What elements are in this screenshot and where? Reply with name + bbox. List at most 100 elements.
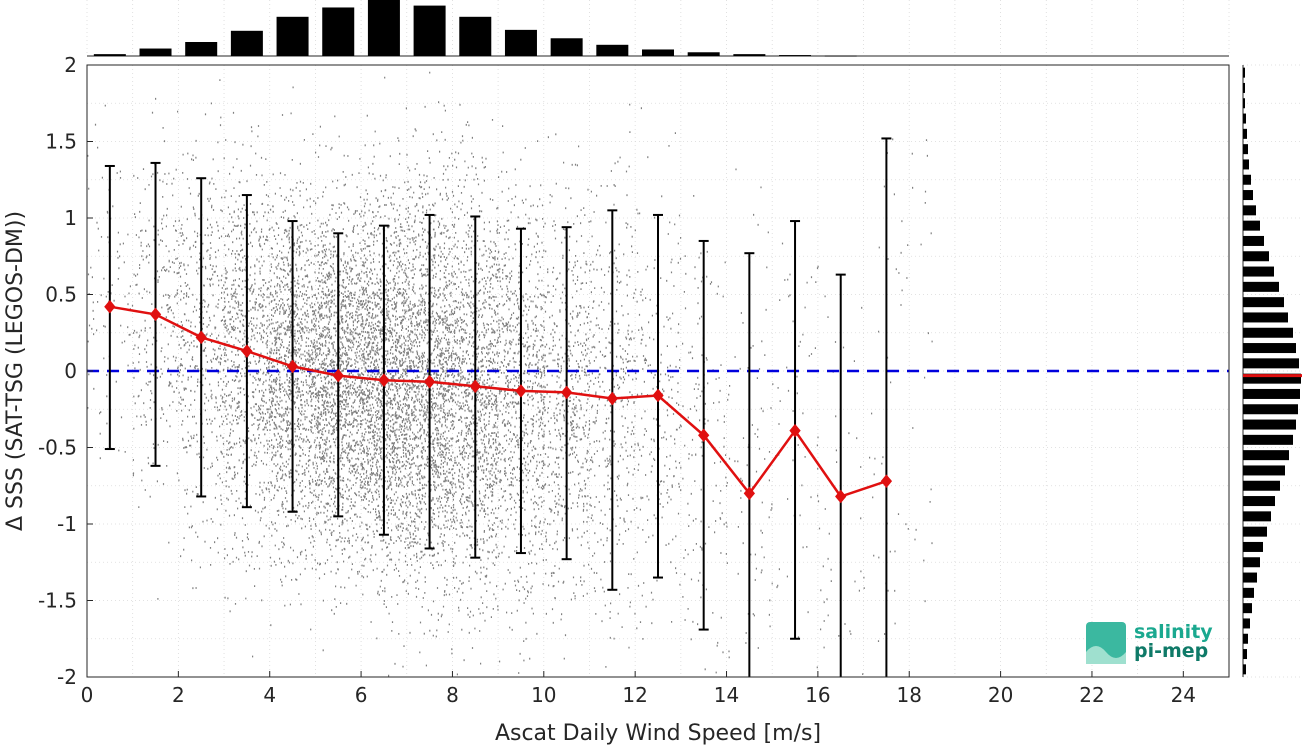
right-hist-bar	[1243, 465, 1285, 476]
right-hist-bar	[1243, 603, 1252, 614]
right-hist-bar	[1243, 496, 1275, 507]
y-tick-label: -2	[57, 665, 77, 689]
mean-marker	[104, 299, 116, 314]
right-hist-bar	[1243, 511, 1271, 522]
mean-marker	[423, 374, 436, 389]
x-tick-label: 6	[355, 683, 368, 707]
right-hist-bar	[1243, 343, 1296, 354]
right-hist-bar	[1243, 281, 1279, 292]
top-hist-bar	[322, 7, 355, 56]
mean-marker	[835, 489, 847, 504]
top-hist-bar	[642, 49, 674, 56]
x-tick-label: 4	[263, 683, 276, 707]
right-hist-bar	[1243, 251, 1269, 262]
x-axis-ticks: 0 2 4 6 8 10 12 14 16 18 20 22 24	[81, 671, 1196, 707]
right-hist-bar	[1243, 618, 1250, 629]
y-tick-label: 0.5	[45, 283, 77, 307]
x-tick-label: 2	[172, 683, 185, 707]
top-hist-bar	[139, 48, 172, 56]
right-hist-bar	[1243, 67, 1245, 78]
salinity-pi-mep-logo: salinity pi-mep	[1086, 621, 1213, 664]
top-hist-bar	[367, 0, 400, 56]
top-hist-bar	[596, 44, 629, 56]
y-tick-label: -1.5	[38, 589, 77, 613]
mean-marker	[241, 344, 253, 358]
top-hist-bar	[413, 5, 446, 57]
mean-marker	[652, 388, 664, 403]
right-hist-bar	[1243, 649, 1247, 660]
mean-marker	[606, 391, 618, 406]
top-hist-bar	[687, 52, 720, 56]
mean-line	[104, 299, 893, 504]
right-hist-bar	[1243, 159, 1249, 170]
right-hist-bar	[1243, 205, 1256, 216]
right-hist-bar	[1243, 664, 1246, 675]
mean-polyline	[109, 305, 887, 498]
right-hist-bar	[1243, 434, 1293, 445]
logo-wave	[1086, 646, 1126, 664]
right-hist-bar	[1243, 98, 1245, 109]
right-hist-bar	[1243, 480, 1280, 491]
y-tick-label: 1.5	[45, 130, 77, 154]
mean-marker	[560, 385, 573, 400]
main-plot-area	[86, 64, 1230, 678]
x-tick-label: 10	[531, 683, 556, 707]
top-hist-bar	[185, 42, 218, 56]
mean-marker	[149, 307, 162, 322]
right-hist-bar	[1243, 419, 1296, 430]
top-histogram	[86, 0, 1230, 57]
right-hist-bar	[1243, 82, 1245, 93]
mean-marker	[286, 359, 299, 374]
mean-marker	[195, 330, 207, 345]
right-hist-bar	[1243, 297, 1284, 308]
top-hist-bar	[504, 29, 537, 56]
mean-marker	[515, 384, 527, 398]
right-hist-bar	[1243, 312, 1288, 323]
top-hist-bar	[276, 16, 309, 56]
right-hist-bar	[1243, 128, 1247, 139]
y-axis-ticks: 2 1.5 1 0.5 0 -0.5 -1 -1.5 -2	[38, 53, 93, 689]
top-hist-bar	[550, 38, 583, 56]
right-hist-bar	[1243, 404, 1298, 415]
right-hist-bar	[1243, 327, 1293, 338]
right-hist-bar	[1243, 358, 1299, 369]
right-hist-bar	[1243, 587, 1254, 598]
x-tick-label: 22	[1079, 683, 1104, 707]
top-hist-bar	[459, 16, 492, 56]
x-tick-label: 8	[446, 683, 459, 707]
x-tick-label: 24	[1171, 683, 1196, 707]
right-hist-bar	[1243, 190, 1253, 201]
top-hist-bar	[93, 54, 126, 56]
right-histogram	[1242, 64, 1302, 678]
right-hist-bar	[1243, 373, 1301, 384]
mean-marker	[743, 486, 756, 501]
x-axis-label: Ascat Daily Wind Speed [m/s]	[495, 721, 821, 746]
mean-marker	[378, 373, 390, 387]
right-hist-bar	[1243, 235, 1264, 246]
top-hist-bar	[733, 54, 766, 56]
mean-marker	[789, 423, 801, 438]
x-tick-label: 16	[805, 683, 830, 707]
y-tick-label: 0	[64, 359, 77, 383]
y-tick-label: 2	[64, 53, 77, 77]
right-hist-bar	[1243, 633, 1248, 644]
top-hist-bar	[824, 55, 857, 57]
right-hist-bar	[1243, 174, 1251, 185]
right-hist-bar	[1243, 557, 1260, 568]
logo-line2: pi-mep	[1134, 640, 1208, 662]
right-hist-bar	[1243, 572, 1257, 583]
x-tick-label: 20	[988, 683, 1013, 707]
right-hist-bar	[1243, 220, 1260, 231]
scatter-cloud	[87, 71, 933, 677]
y-tick-label: -1	[57, 512, 77, 536]
right-hist-bar	[1243, 113, 1246, 124]
right-hist-bar	[1243, 526, 1267, 537]
right-hist-bar	[1243, 388, 1300, 399]
right-hist-bar	[1243, 450, 1289, 461]
x-tick-label: 18	[897, 683, 922, 707]
mean-marker	[469, 379, 481, 394]
top-hist-bar	[230, 30, 263, 56]
x-tick-label: 14	[714, 683, 739, 707]
x-tick-label: 0	[81, 683, 94, 707]
